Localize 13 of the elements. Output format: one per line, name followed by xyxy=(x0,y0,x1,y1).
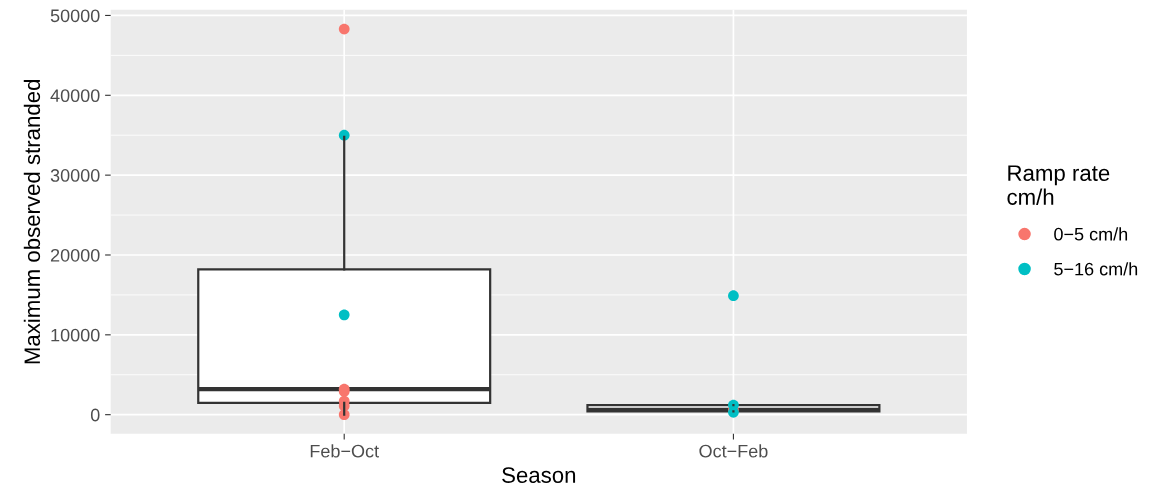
legend-label: 0−5 cm/h xyxy=(1054,227,1128,241)
y-tick-label: 10000 xyxy=(51,328,100,342)
y-axis-title: Maximum observed stranded xyxy=(23,80,41,364)
legend-label: 5−16 cm/h xyxy=(1054,262,1138,276)
y-tick-label: 20000 xyxy=(50,248,100,262)
x-axis-title: Season xyxy=(502,467,576,483)
y-tick-label: 0 xyxy=(90,408,100,422)
legend-title: Ramp rate cm/h xyxy=(1007,165,1110,205)
x-tick-label: Oct−Feb xyxy=(699,444,768,458)
y-tick-label: 40000 xyxy=(50,89,100,103)
x-tick-label: Feb−Oct xyxy=(310,444,379,458)
y-tick-label: 30000 xyxy=(50,169,100,182)
y-tick-label: 50000 xyxy=(50,9,100,23)
